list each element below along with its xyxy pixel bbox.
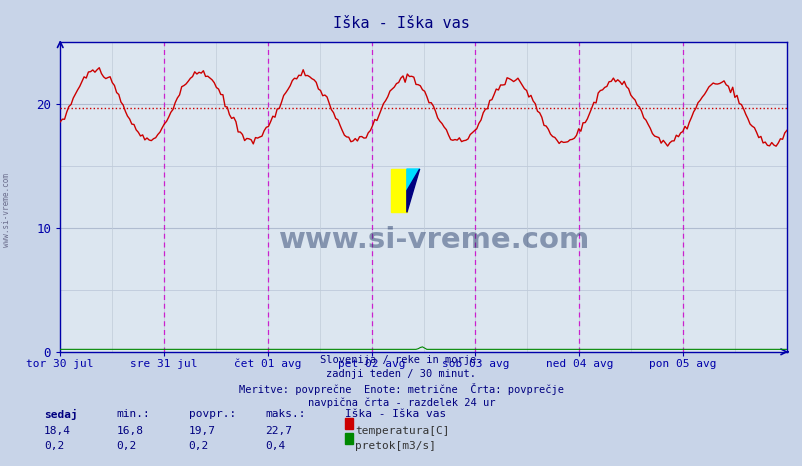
- Polygon shape: [407, 169, 419, 212]
- Text: povpr.:: povpr.:: [188, 409, 236, 418]
- Text: maks.:: maks.:: [265, 409, 305, 418]
- Text: www.si-vreme.com: www.si-vreme.com: [278, 226, 589, 254]
- Text: 0,2: 0,2: [188, 441, 209, 451]
- Text: Iška - Iška vas: Iška - Iška vas: [345, 409, 446, 418]
- Text: temperatura[C]: temperatura[C]: [354, 426, 449, 436]
- Text: zadnji teden / 30 minut.: zadnji teden / 30 minut.: [326, 369, 476, 379]
- Text: Iška - Iška vas: Iška - Iška vas: [333, 16, 469, 31]
- Text: sedaj: sedaj: [44, 409, 78, 420]
- Text: 19,7: 19,7: [188, 426, 216, 436]
- Text: 0,2: 0,2: [116, 441, 136, 451]
- Text: min.:: min.:: [116, 409, 150, 418]
- Text: 0,2: 0,2: [44, 441, 64, 451]
- Text: 22,7: 22,7: [265, 426, 292, 436]
- Text: www.si-vreme.com: www.si-vreme.com: [2, 173, 11, 247]
- Text: 16,8: 16,8: [116, 426, 144, 436]
- Text: Slovenija / reke in morje.: Slovenija / reke in morje.: [320, 355, 482, 365]
- Text: navpična črta - razdelek 24 ur: navpična črta - razdelek 24 ur: [307, 397, 495, 408]
- Text: pretok[m3/s]: pretok[m3/s]: [354, 441, 435, 451]
- Text: Meritve: povprečne  Enote: metrične  Črta: povprečje: Meritve: povprečne Enote: metrične Črta:…: [239, 383, 563, 395]
- Text: 0,4: 0,4: [265, 441, 285, 451]
- Polygon shape: [407, 169, 419, 191]
- Text: 18,4: 18,4: [44, 426, 71, 436]
- Bar: [391, 169, 407, 212]
